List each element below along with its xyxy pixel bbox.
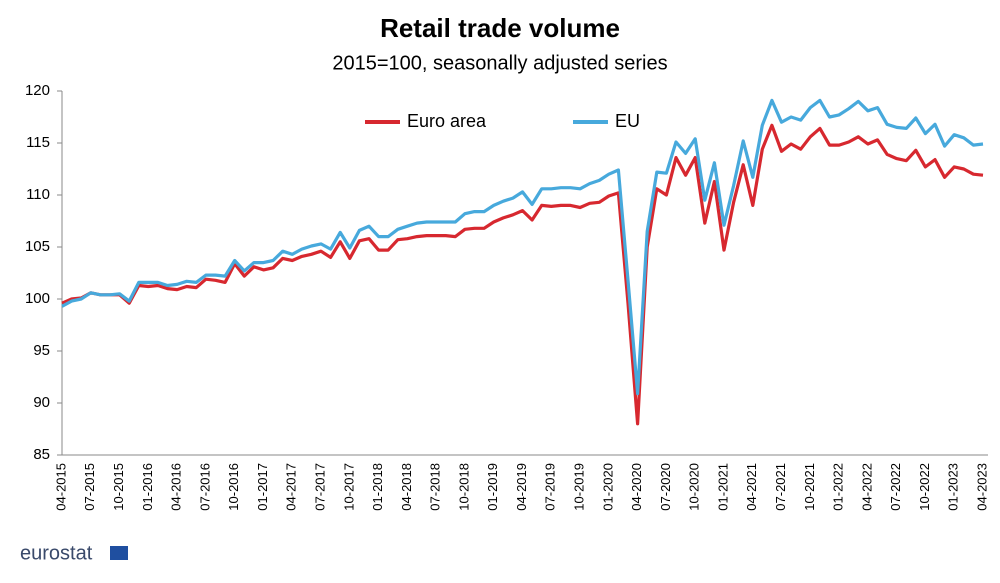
y-tick-label: 90	[33, 394, 50, 411]
x-tick-label: 07-2019	[543, 463, 558, 511]
x-tick-label: 10-2015	[111, 463, 126, 511]
x-tick-label: 04-2015	[53, 463, 68, 511]
x-tick-label: 01-2017	[255, 463, 270, 511]
x-tick-label: 07-2017	[312, 463, 327, 511]
x-tick-label: 07-2018	[428, 463, 443, 511]
x-tick-label: 10-2022	[917, 463, 932, 511]
x-tick-label: 04-2017	[284, 463, 299, 511]
y-tick-label: 115	[26, 134, 50, 151]
x-tick-label: 10-2016	[226, 463, 241, 511]
y-tick-label: 105	[25, 238, 50, 255]
y-tick-label: 120	[25, 82, 50, 99]
source-logo: eurostat	[20, 542, 93, 564]
y-tick-label: 95	[33, 342, 50, 359]
x-tick-label: 01-2021	[715, 463, 730, 511]
x-tick-label: 01-2020	[600, 463, 615, 511]
series-line	[61, 123, 984, 426]
x-tick-label: 07-2022	[888, 463, 903, 511]
x-tick-label: 01-2022	[831, 463, 846, 511]
x-tick-label: 04-2016	[169, 463, 184, 511]
y-tick-label: 100	[25, 290, 50, 307]
x-tick-label: 07-2016	[197, 463, 212, 511]
x-tick-label: 04-2023	[974, 463, 989, 511]
x-tick-label: 04-2021	[744, 463, 759, 511]
x-tick-label: 07-2020	[658, 463, 673, 511]
x-tick-label: 10-2018	[456, 463, 471, 511]
x-tick-label: 07-2021	[773, 463, 788, 511]
x-tick-label: 04-2019	[514, 463, 529, 511]
x-tick-label: 04-2018	[399, 463, 414, 511]
x-tick-label: 04-2020	[629, 463, 644, 511]
x-tick-label: 04-2022	[859, 463, 874, 511]
x-tick-label: 10-2019	[572, 463, 587, 511]
x-tick-label: 01-2019	[485, 463, 500, 511]
eu-flag	[110, 546, 128, 560]
legend-label: EU	[615, 111, 640, 131]
y-tick-label: 110	[26, 186, 50, 203]
y-tick-label: 85	[33, 446, 50, 463]
x-tick-label: 10-2021	[802, 463, 817, 511]
series-line	[61, 98, 984, 396]
legend-label: Euro area	[407, 111, 487, 131]
x-tick-label: 10-2017	[341, 463, 356, 511]
x-tick-label: 01-2016	[140, 463, 155, 511]
x-tick-label: 10-2020	[687, 463, 702, 511]
x-tick-label: 07-2015	[82, 463, 97, 511]
chart-subtitle: 2015=100, seasonally adjusted series	[332, 52, 667, 74]
chart-title: Retail trade volume	[380, 13, 620, 43]
x-tick-label: 01-2018	[370, 463, 385, 511]
x-tick-label: 01-2023	[946, 463, 961, 511]
